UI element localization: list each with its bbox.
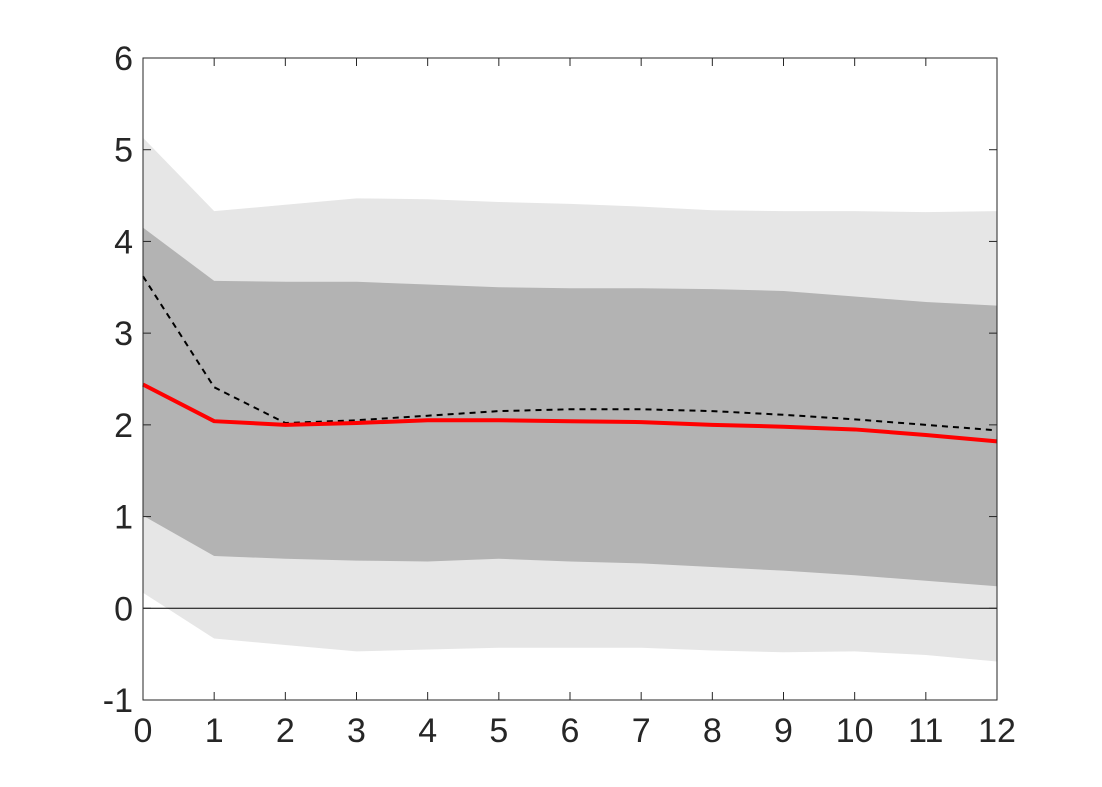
x-tick-label: 11 [908,712,943,750]
x-tick-label: 4 [418,712,437,750]
series-lines [142,275,998,444]
inner-confidence-band [143,227,997,587]
x-axis-ticks: 0 1 2 3 4 5 6 7 8 9 10 11 12 [134,58,1016,750]
x-tick-label: 5 [489,712,508,750]
confidence-bands [143,137,997,662]
y-tick-label: 5 [114,132,133,170]
red-series-line [142,382,998,444]
plot-area [142,137,998,662]
y-tick-label: 2 [114,407,133,445]
x-tick-label: 9 [774,712,793,750]
y-tick-label: 0 [114,590,133,628]
y-tick-label: 1 [114,499,133,537]
x-tick-label: 7 [632,712,651,750]
x-tick-label: 2 [276,712,295,750]
x-tick-label: 12 [978,712,1016,750]
y-axis-ticks: -1 0 1 2 3 4 5 6 [103,40,997,720]
y-tick-label: 6 [114,40,133,78]
x-tick-label: 8 [703,712,722,750]
y-tick-label: 3 [114,315,133,353]
x-tick-label: 6 [561,712,580,750]
x-tick-label: 3 [347,712,366,750]
x-tick-label: 10 [836,712,874,750]
y-tick-label: -1 [103,682,133,720]
x-tick-label: 1 [205,712,224,750]
y-tick-label: 4 [114,223,133,261]
x-tick-label: 0 [134,712,153,750]
